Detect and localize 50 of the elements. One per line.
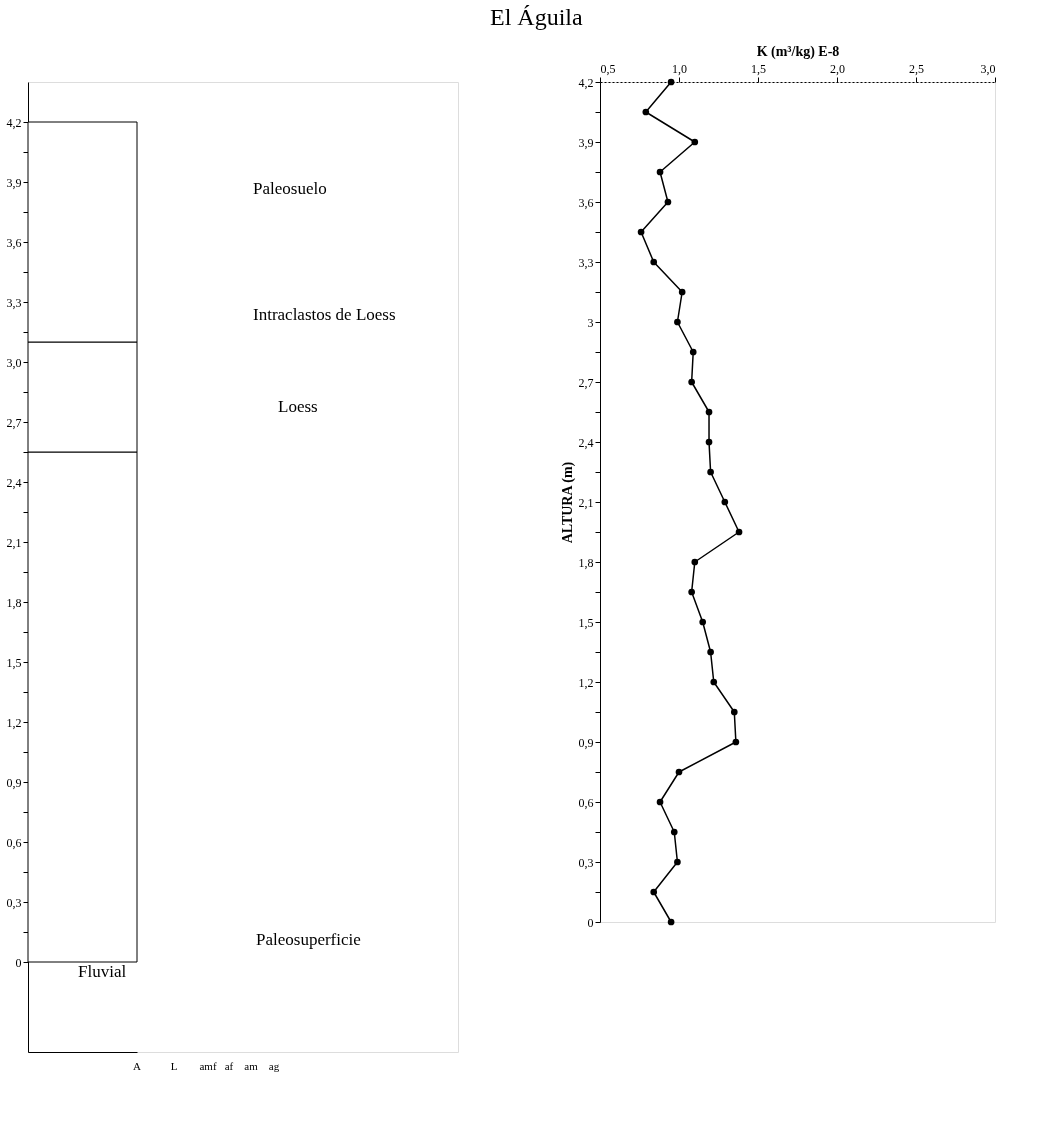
y-tick-label: 2,1 [578, 495, 594, 510]
y-tick-label: 2,7 [6, 415, 22, 430]
text: L [170, 1059, 178, 1072]
y-tick-label: 2,4 [578, 435, 594, 450]
y-tick-label: 3,0 [6, 355, 22, 370]
chart-title: El Águila [490, 4, 583, 30]
y-tick-label: 1,8 [578, 555, 594, 570]
y-tick-label: 2,1 [6, 535, 22, 550]
x-tick-label: 2,5 [909, 61, 924, 76]
y-tick-label: 0,9 [6, 775, 22, 790]
y-tick-label: 4,2 [578, 75, 594, 90]
y-tick-label: 0 [15, 955, 22, 970]
text: af [224, 1059, 234, 1072]
x-tick-label: 0,5 [600, 61, 616, 76]
x-tick-label: 1,5 [751, 61, 766, 76]
y-tick-label: 4,2 [6, 115, 22, 130]
text: amf [199, 1059, 217, 1072]
x-tick-label: 1,0 [672, 61, 687, 76]
y-tick-label: 0,6 [6, 835, 22, 850]
text: Paleosuperficie [256, 930, 361, 950]
annotation: Fluvial [78, 962, 127, 982]
y-tick-label: 0,3 [6, 895, 22, 910]
y-tick-label: 0,3 [578, 855, 594, 870]
y-tick-label: 1,2 [578, 675, 594, 690]
text: Intraclastos de Loess [253, 304, 396, 324]
y-tick-label: 1,2 [6, 715, 22, 730]
x-axis-title: K (m³/kg) E-8 [756, 43, 840, 60]
y-tick-label: 0 [587, 915, 594, 930]
x-tick-label: 3,0 [980, 61, 996, 76]
y-tick-label: 1,5 [578, 615, 594, 630]
y-tick-label: 2,7 [578, 375, 594, 390]
y-axis-title: ALTURA (m) [559, 461, 576, 544]
y-tick-label: 0,6 [578, 795, 594, 810]
text: Loess [278, 396, 318, 416]
y-tick-label: 3,3 [578, 255, 594, 270]
y-tick-label: 3,9 [6, 175, 22, 190]
text: ag [268, 1059, 280, 1072]
y-tick-label: 2,4 [6, 475, 22, 490]
y-tick-label: 3 [587, 315, 594, 330]
text: A [133, 1059, 142, 1072]
y-tick-label: 1,8 [6, 595, 22, 610]
y-tick-label: 3,3 [6, 295, 22, 310]
text: Paleosuelo [253, 178, 327, 198]
y-tick-label: 3,6 [578, 195, 594, 210]
text: am [244, 1059, 259, 1072]
y-tick-label: 3,6 [6, 235, 22, 250]
y-tick-label: 1,5 [6, 655, 22, 670]
y-tick-label: 0,9 [578, 735, 594, 750]
x-tick-label: 2,0 [830, 61, 845, 76]
y-tick-label: 3,9 [578, 135, 594, 150]
